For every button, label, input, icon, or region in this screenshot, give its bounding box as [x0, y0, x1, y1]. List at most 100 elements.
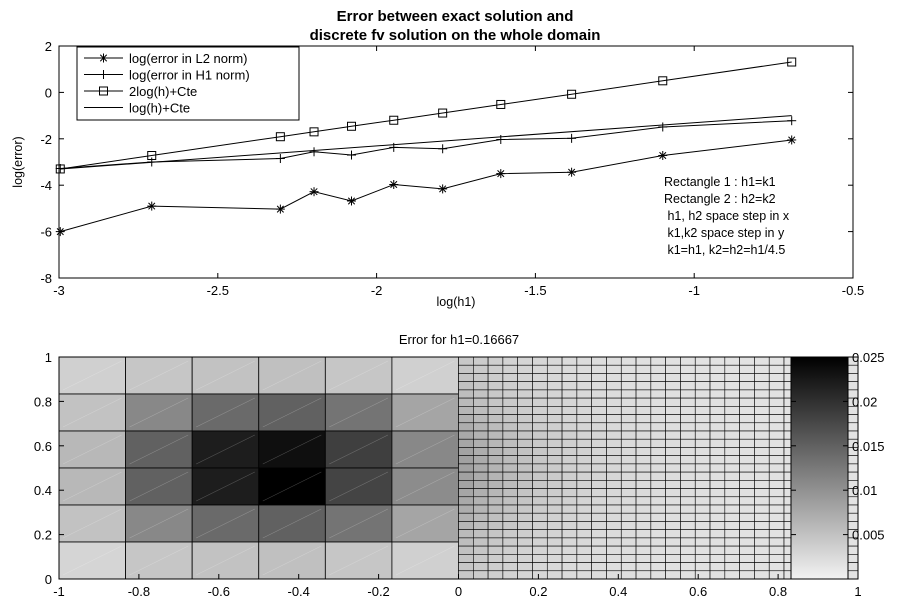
fine-cell: [487, 438, 504, 448]
cell-hatch: [329, 360, 389, 391]
fine-cell: [620, 406, 637, 415]
fine-cell: [472, 397, 489, 407]
fine-cell: [458, 537, 474, 547]
coarse-cell: [258, 504, 326, 543]
fine-cell: [754, 545, 770, 555]
fine-cell: [754, 364, 770, 374]
cell-hatch: [262, 545, 322, 576]
fine-cell: [694, 430, 711, 440]
fine-cell: [472, 356, 489, 366]
fine-cell: [458, 356, 474, 366]
fine-cell: [532, 389, 548, 399]
fine-cell: [709, 438, 726, 448]
fine-cell: [606, 512, 622, 522]
fine-cell: [620, 512, 637, 522]
coarse-cell: [324, 541, 393, 580]
fine-cell: [546, 504, 563, 514]
fine-cell: [620, 496, 637, 506]
series-1-point: [275, 204, 285, 214]
series-3-point: [309, 127, 319, 137]
fine-cell: [768, 406, 785, 415]
fine-cell: [458, 480, 474, 489]
fine-cell: [502, 512, 518, 522]
fine-cell: [709, 397, 726, 407]
fine-cell: [502, 570, 518, 580]
fine-cell: [754, 455, 770, 465]
series-2-point: [438, 144, 448, 154]
fine-cell: [739, 496, 755, 506]
fine-cell: [709, 463, 726, 473]
fine-cell: [487, 381, 504, 391]
fine-cell: [502, 430, 518, 440]
fine-cell: [709, 381, 726, 391]
fine-cell: [694, 389, 711, 399]
legend-marker: [99, 53, 108, 63]
fine-cell: [487, 397, 504, 407]
fine-cell: [650, 537, 666, 547]
fine-cell: [694, 504, 711, 514]
fine-cell: [650, 447, 666, 456]
fine-cell: [680, 455, 696, 465]
fine-cell: [487, 554, 504, 563]
fine-cell: [591, 364, 607, 374]
fine-cell: [606, 438, 622, 448]
heatmap-x-tick-label: 0: [455, 584, 462, 599]
series-1-point: [347, 196, 357, 206]
series-2-point: [567, 133, 577, 143]
fine-cell: [472, 364, 489, 374]
fine-cell: [680, 570, 696, 580]
fine-cell: [591, 488, 607, 498]
fine-cell: [665, 414, 681, 424]
fine-cell: [546, 554, 563, 563]
fine-cell: [546, 545, 563, 555]
fine-cell: [606, 406, 622, 415]
fine-cell: [458, 381, 474, 391]
fine-cell: [724, 471, 740, 481]
fine-cell: [635, 381, 652, 391]
fine-cell: [606, 447, 622, 456]
fine-cell: [458, 397, 474, 407]
fine-cell: [458, 389, 474, 399]
fine-cell: [620, 554, 637, 563]
cell-hatch: [196, 434, 255, 465]
fine-cell: [724, 373, 740, 382]
series-4-line: [60, 115, 792, 170]
fine-cell: [561, 406, 578, 415]
fine-cell: [576, 430, 592, 440]
fine-cell: [768, 414, 785, 424]
series-3-point: [787, 57, 797, 67]
fine-cell: [458, 364, 474, 374]
fine-cell: [591, 512, 607, 522]
fine-cell: [591, 480, 607, 489]
fine-cell: [606, 545, 622, 555]
fine-cell: [709, 480, 726, 489]
fine-cell: [546, 356, 563, 366]
coarse-cell: [324, 430, 393, 469]
fine-cell: [754, 529, 770, 539]
fine-cell: [680, 488, 696, 498]
fine-cell: [472, 512, 489, 522]
fine-cell: [487, 570, 504, 580]
fine-cell: [472, 430, 489, 440]
fine-cell: [620, 414, 637, 424]
fine-cell: [561, 480, 578, 489]
fine-cell: [502, 356, 518, 366]
fine-cell: [680, 397, 696, 407]
heatmap-x-tick-label: -1: [53, 584, 65, 599]
fine-cell: [502, 480, 518, 489]
fine-cell: [768, 397, 785, 407]
series-3-point: [347, 121, 357, 131]
fine-cell: [576, 562, 592, 572]
coarse-cell: [58, 541, 126, 580]
fine-cell: [768, 422, 785, 432]
fine-cell: [724, 438, 740, 448]
fine-cell: [517, 562, 533, 572]
fine-cell: [502, 471, 518, 481]
heatmap-x-tick-label: 0.8: [769, 584, 787, 599]
fine-cell: [620, 488, 637, 498]
fine-cell: [650, 471, 666, 481]
cell-hatch: [129, 471, 189, 502]
fine-cell: [591, 545, 607, 555]
series-1-point: [567, 167, 577, 177]
fine-cell: [739, 504, 755, 514]
